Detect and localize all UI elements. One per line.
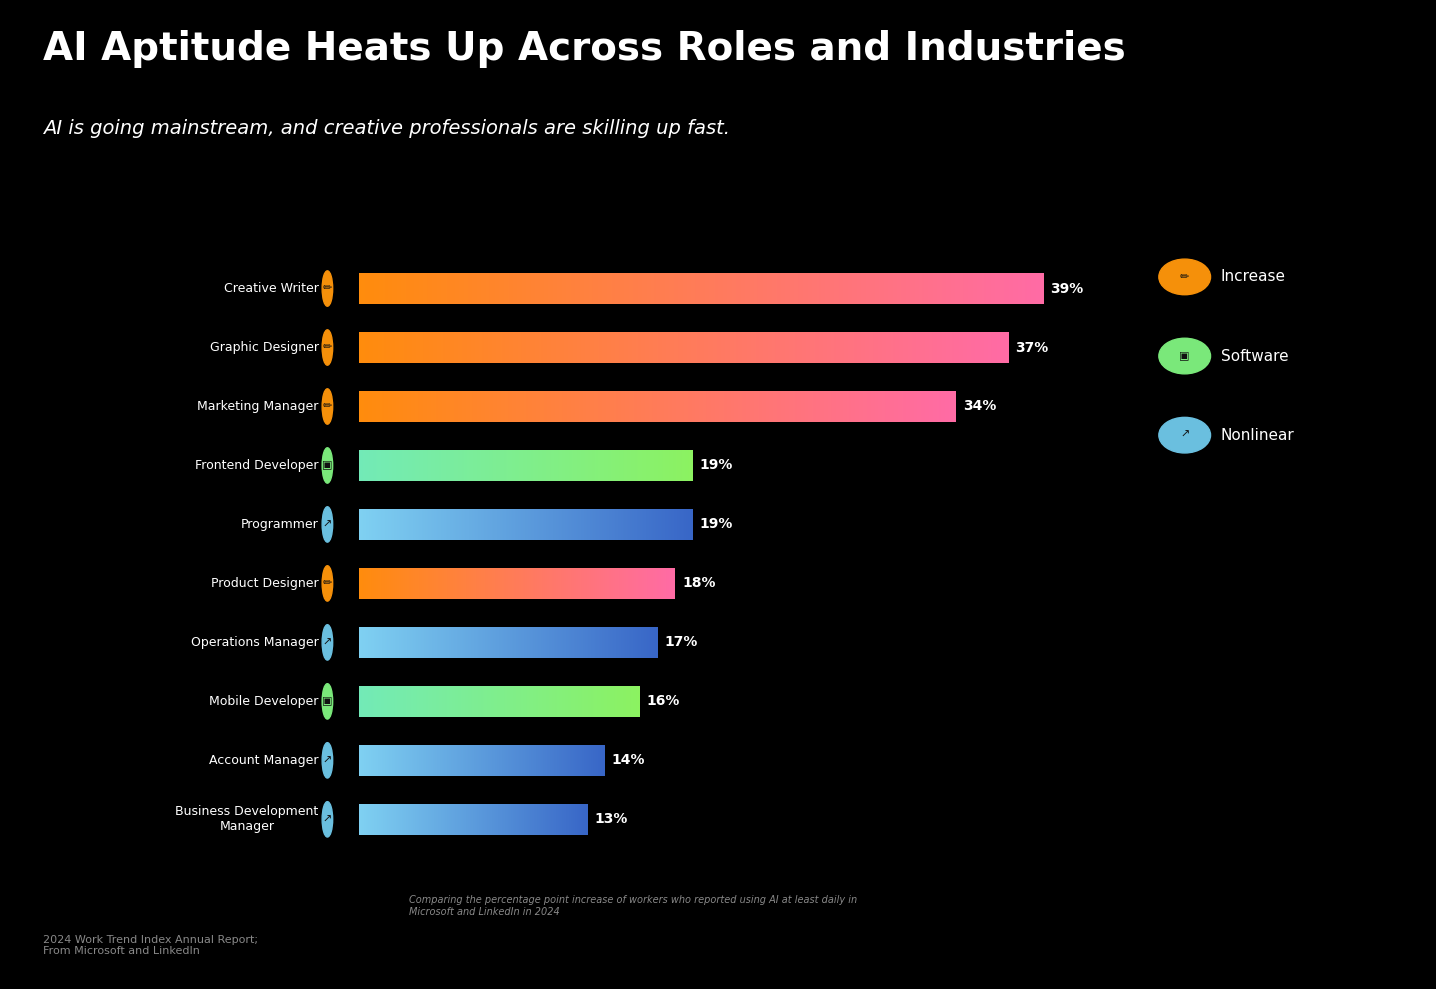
Circle shape [322,506,333,542]
Circle shape [322,566,333,601]
Text: Graphic Designer: Graphic Designer [210,341,319,354]
Text: ✏: ✏ [323,579,332,588]
Text: Mobile Developer: Mobile Developer [210,695,319,708]
Text: ▣: ▣ [322,696,333,706]
Text: Product Designer: Product Designer [211,577,319,589]
Text: Business Development
Manager: Business Development Manager [175,805,319,834]
Circle shape [322,271,333,307]
Text: ▣: ▣ [322,461,333,471]
Text: Account Manager: Account Manager [210,754,319,766]
Text: 2024 Work Trend Index Annual Report;
From Microsoft and LinkedIn: 2024 Work Trend Index Annual Report; Fro… [43,935,258,956]
Circle shape [322,683,333,719]
Text: ↗: ↗ [323,519,332,529]
Text: AI is going mainstream, and creative professionals are skilling up fast.: AI is going mainstream, and creative pro… [43,119,729,137]
Text: ✏: ✏ [1180,272,1189,282]
Text: 13%: 13% [595,812,628,827]
Text: Increase: Increase [1221,269,1285,285]
Text: ✏: ✏ [323,402,332,411]
Text: Creative Writer: Creative Writer [224,282,319,295]
Text: 19%: 19% [699,517,732,531]
Text: 19%: 19% [699,459,732,473]
Text: ✏: ✏ [323,342,332,352]
Text: ✏: ✏ [323,284,332,294]
Text: Operations Manager: Operations Manager [191,636,319,649]
Text: 18%: 18% [682,577,715,590]
Circle shape [322,802,333,837]
Text: Marketing Manager: Marketing Manager [197,400,319,413]
Text: 34%: 34% [962,400,997,413]
Text: AI Aptitude Heats Up Across Roles and Industries: AI Aptitude Heats Up Across Roles and In… [43,30,1126,67]
Text: Frontend Developer: Frontend Developer [195,459,319,472]
Text: ↗: ↗ [323,637,332,648]
Text: 39%: 39% [1051,282,1084,296]
Text: 17%: 17% [665,635,698,650]
Circle shape [322,625,333,660]
Text: 14%: 14% [612,754,645,767]
Circle shape [322,329,333,365]
Text: Nonlinear: Nonlinear [1221,427,1294,443]
Text: Programmer: Programmer [241,518,319,531]
Text: Software: Software [1221,348,1288,364]
Text: ↗: ↗ [1180,430,1189,440]
Text: Comparing the percentage point increase of workers who reported using AI at leas: Comparing the percentage point increase … [409,895,857,917]
Text: 16%: 16% [646,694,681,708]
Circle shape [322,448,333,484]
Text: ▣: ▣ [1179,351,1190,361]
Circle shape [322,389,333,424]
Text: ↗: ↗ [323,814,332,824]
Circle shape [322,743,333,778]
Text: 37%: 37% [1015,340,1048,354]
Text: ↗: ↗ [323,756,332,765]
